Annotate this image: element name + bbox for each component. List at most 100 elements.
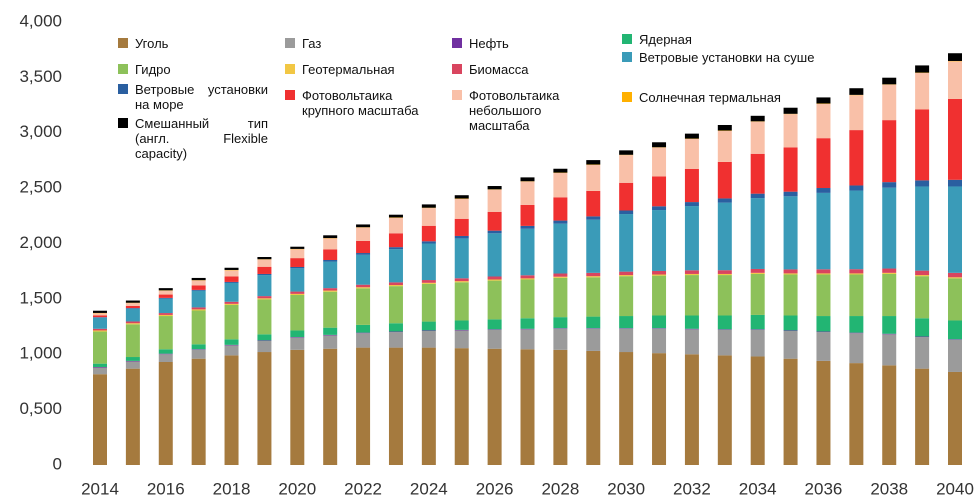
bar-segment bbox=[717, 270, 732, 274]
bar-segment bbox=[93, 330, 107, 332]
bar-segment bbox=[257, 298, 272, 300]
bar-segment bbox=[816, 138, 831, 189]
bar-segment bbox=[915, 276, 930, 319]
bar-segment bbox=[553, 220, 568, 224]
bar-segment bbox=[257, 273, 272, 276]
bar-segment bbox=[849, 363, 864, 465]
bar-segment bbox=[191, 344, 206, 350]
bar-segment bbox=[356, 287, 371, 289]
bar-segment bbox=[323, 235, 338, 239]
bar-segment bbox=[849, 269, 864, 274]
y-tick-label: 0 bbox=[53, 454, 62, 473]
bar-segment bbox=[290, 291, 305, 294]
bar-segment bbox=[454, 218, 469, 236]
x-tick-label: 2016 bbox=[147, 479, 185, 498]
bar-segment bbox=[290, 330, 305, 338]
bar-segment bbox=[553, 273, 568, 277]
bar-segment bbox=[356, 347, 371, 465]
y-tick-label: 3,500 bbox=[19, 67, 62, 86]
bar-segment bbox=[717, 273, 732, 276]
bar-segment bbox=[684, 206, 699, 271]
bar-segment bbox=[356, 288, 371, 325]
bar-segment bbox=[915, 318, 930, 337]
bar-segment bbox=[125, 300, 140, 303]
bar-segment bbox=[487, 189, 502, 212]
bar-segment bbox=[783, 107, 798, 114]
bar-segment bbox=[652, 328, 667, 329]
bar-segment bbox=[849, 185, 864, 191]
bar-segment bbox=[816, 269, 831, 274]
legend-swatch bbox=[285, 90, 295, 100]
bar-segment bbox=[158, 294, 173, 298]
bar-segment bbox=[125, 305, 140, 309]
bar-segment bbox=[290, 246, 305, 249]
bar-segment bbox=[158, 354, 173, 363]
bar-segment bbox=[323, 288, 338, 291]
legend-label: Геотермальная bbox=[302, 62, 395, 77]
bar-segment bbox=[586, 277, 601, 317]
bar-segment bbox=[487, 319, 502, 330]
bar-segment bbox=[388, 286, 403, 324]
bar-segment bbox=[421, 243, 436, 281]
legend-item: Ветровые установки на суше bbox=[622, 50, 832, 65]
bar-segment bbox=[849, 316, 864, 333]
bar-segment bbox=[257, 299, 272, 335]
bar-segment bbox=[454, 238, 469, 279]
bar-segment bbox=[553, 349, 568, 465]
bar-segment bbox=[816, 103, 831, 139]
bar-segment bbox=[586, 350, 601, 465]
bar-segment bbox=[948, 272, 962, 278]
bar-segment bbox=[948, 186, 962, 273]
legend-item: Фотовольтаика крупного масштаба bbox=[285, 88, 425, 118]
x-tick-label: 2038 bbox=[870, 479, 908, 498]
bar-segment bbox=[619, 328, 634, 353]
legend-label: Гидро bbox=[135, 62, 171, 77]
bar-segment bbox=[356, 254, 371, 285]
bar-segment bbox=[717, 329, 732, 356]
bar-segment bbox=[125, 357, 140, 361]
y-tick-label: 2,000 bbox=[19, 233, 62, 252]
bar-segment bbox=[652, 270, 667, 275]
legend-swatch bbox=[118, 38, 128, 48]
bar-segment bbox=[125, 308, 140, 322]
x-tick-label: 2022 bbox=[344, 479, 382, 498]
bar-segment bbox=[586, 328, 601, 329]
bar-segment bbox=[356, 224, 371, 228]
bar-segment bbox=[520, 279, 535, 319]
bar-segment bbox=[323, 335, 338, 349]
bar-segment bbox=[421, 330, 436, 348]
bar-segment bbox=[652, 206, 667, 211]
bar-segment bbox=[915, 270, 930, 276]
bar-segment bbox=[421, 280, 436, 283]
bar-segment bbox=[257, 257, 272, 260]
bar-segment bbox=[652, 176, 667, 207]
bar-segment bbox=[257, 296, 272, 299]
bar-segment bbox=[948, 320, 962, 340]
legend-item: Нефть bbox=[452, 36, 592, 51]
bar-segment bbox=[520, 177, 535, 182]
bar-segment bbox=[487, 186, 502, 190]
bar-segment bbox=[684, 275, 699, 316]
bar-segment bbox=[750, 356, 765, 465]
bar-segment bbox=[882, 273, 897, 317]
bar-segment bbox=[93, 310, 107, 313]
bar-segment bbox=[915, 109, 930, 181]
legend-label: Ветровые установки на море bbox=[135, 82, 268, 112]
y-tick-label: 1,000 bbox=[19, 344, 62, 363]
bar-segment bbox=[93, 317, 107, 329]
bar-segment bbox=[750, 198, 765, 269]
bar-segment bbox=[586, 216, 601, 220]
x-tick-label: 2034 bbox=[739, 479, 777, 498]
bar-segment bbox=[421, 208, 436, 226]
bar-segment bbox=[783, 358, 798, 465]
bar-segment bbox=[915, 186, 930, 271]
bar-segment bbox=[816, 274, 831, 317]
bar-segment bbox=[290, 294, 305, 331]
bar-segment bbox=[882, 120, 897, 183]
bar-segment bbox=[323, 238, 338, 250]
bar-segment bbox=[816, 316, 831, 332]
legend-label: Ядерная bbox=[639, 32, 692, 47]
bar-segment bbox=[948, 61, 962, 99]
bar-segment bbox=[619, 210, 634, 215]
bar-segment bbox=[586, 219, 601, 273]
